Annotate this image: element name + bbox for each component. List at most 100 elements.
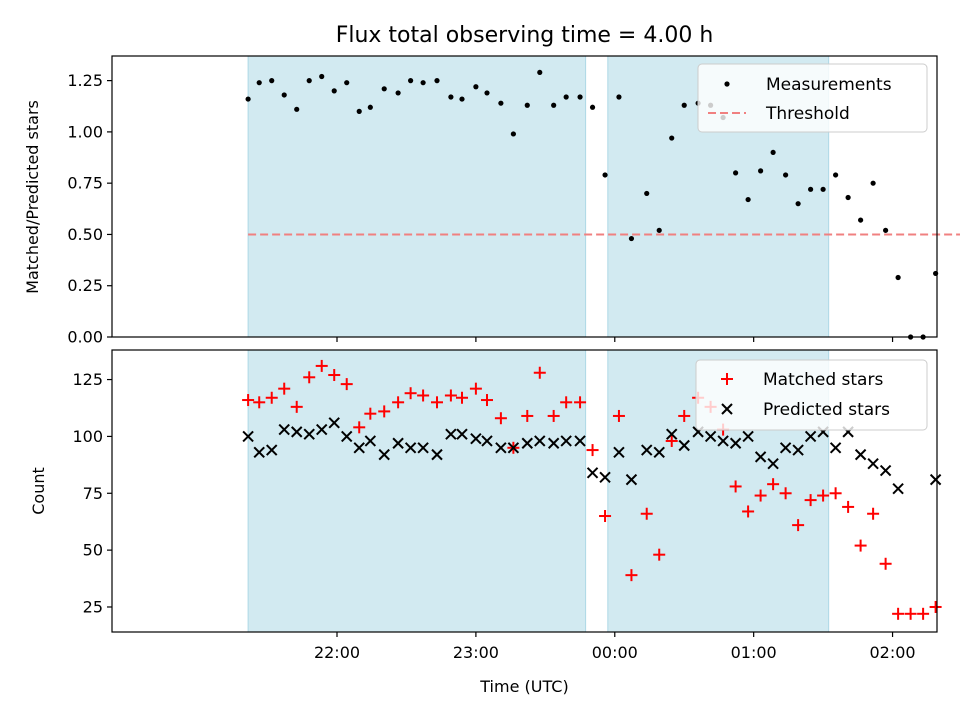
bottom-y-axis-label: Count	[29, 467, 48, 515]
predicted-star-point	[328, 417, 340, 429]
matched-star-point	[904, 607, 917, 620]
observing-window	[247, 55, 587, 338]
predicted-star-stroke	[678, 439, 690, 452]
predicted-stars-series	[242, 417, 942, 495]
measurement-point	[681, 102, 687, 108]
predicted-star-point	[829, 442, 842, 454]
predicted-star-stroke	[303, 428, 315, 440]
matched-star-point	[444, 389, 457, 402]
predicted-star-point	[341, 430, 353, 443]
measurement-point	[845, 194, 851, 201]
predicted-star-stroke	[792, 444, 804, 456]
predicted-star-stroke	[599, 471, 611, 484]
measurement-point	[820, 186, 826, 192]
measurement-point	[459, 96, 465, 102]
x-tick-label: 00:00	[592, 643, 638, 662]
measurement-point	[524, 102, 530, 108]
top-y-tick-label: 0.00	[67, 328, 103, 347]
measurement-point	[408, 78, 414, 84]
measurement-point	[551, 102, 557, 108]
measurement-point	[356, 108, 362, 114]
matched-star-point	[729, 480, 742, 493]
measurement-point	[808, 186, 814, 192]
predicted-star-stroke	[495, 442, 507, 454]
measurement-point	[745, 196, 751, 203]
predicted-star-stroke	[341, 430, 353, 443]
x-tick-label: 02:00	[870, 643, 916, 662]
predicted-star-point	[392, 437, 404, 449]
chart-title: Flux total observing time = 4.00 h	[336, 23, 714, 48]
predicted-star-stroke	[431, 448, 443, 461]
predicted-star-point	[316, 423, 328, 436]
measurement-point	[616, 94, 622, 100]
matched-star-point	[879, 557, 892, 570]
measurements-series	[245, 69, 939, 340]
predicted-star-stroke	[392, 437, 404, 449]
predicted-star-point	[353, 442, 365, 454]
measurement-point	[256, 80, 262, 86]
measurement-point	[537, 69, 543, 76]
matched-star-point	[817, 489, 830, 502]
matched-star-point	[404, 387, 417, 400]
bottom-y-tick-label: 100	[72, 427, 103, 446]
measurement-point	[306, 78, 312, 84]
matched-star-point	[586, 444, 599, 457]
predicted-star-stroke	[586, 467, 599, 479]
matched-star-point	[574, 396, 587, 409]
legend-threshold-label: Threshold	[765, 104, 850, 124]
predicted-star-point	[291, 426, 303, 438]
matched-star-point	[767, 478, 780, 491]
measurement-point	[589, 104, 596, 110]
matched-star-point	[340, 378, 353, 391]
predicted-star-stroke	[729, 437, 742, 449]
predicted-star-point	[625, 473, 638, 486]
matched-star-point	[612, 409, 625, 422]
measurement-point	[434, 78, 440, 84]
top-y-tick-label: 0.25	[67, 276, 103, 295]
predicted-star-point	[495, 442, 507, 454]
x-tick-label: 23:00	[453, 643, 499, 662]
predicted-star-stroke	[364, 435, 377, 447]
predicted-star-stroke	[242, 430, 254, 443]
measurement-point	[669, 135, 675, 141]
predicted-star-point	[253, 446, 265, 459]
matched-star-point	[265, 391, 278, 404]
measurement-point	[269, 78, 275, 84]
predicted-star-point	[767, 458, 779, 470]
predicted-star-stroke	[754, 451, 767, 463]
matched-star-point	[599, 510, 612, 523]
matched-star-point	[328, 369, 341, 382]
top-axes-frame	[111, 55, 938, 338]
predicted-star-point	[879, 464, 892, 477]
predicted-star-stroke	[291, 426, 303, 438]
predicted-star-stroke	[521, 437, 533, 449]
measurement-point	[628, 235, 635, 242]
predicted-star-stroke	[328, 417, 340, 429]
matched-star-point	[364, 407, 377, 420]
measurement-point	[319, 73, 325, 80]
predicted-star-point	[470, 432, 482, 445]
predicted-star-stroke	[717, 435, 729, 447]
predicted-star-stroke	[867, 458, 879, 470]
predicted-star-stroke	[507, 442, 520, 454]
predicted-star-stroke	[879, 464, 892, 477]
predicted-star-stroke	[742, 430, 754, 443]
matched-star-point	[842, 500, 855, 513]
predicted-star-point	[717, 435, 729, 447]
predicted-star-stroke	[470, 432, 482, 445]
predicted-star-point	[854, 448, 867, 461]
matched-star-point	[315, 359, 328, 372]
measurement-point	[498, 100, 504, 106]
predicted-star-stroke	[560, 435, 572, 447]
observing-window	[247, 349, 587, 633]
predicted-star-stroke	[892, 483, 904, 495]
measurement-point	[833, 172, 839, 178]
matched-star-point	[929, 600, 942, 613]
top-legend: Measurements Threshold	[697, 63, 928, 133]
predicted-star-point	[507, 442, 520, 454]
bottom-y-tick-label: 125	[72, 370, 103, 389]
legend-predicted-marker	[721, 403, 733, 415]
measurement-point	[783, 172, 789, 178]
